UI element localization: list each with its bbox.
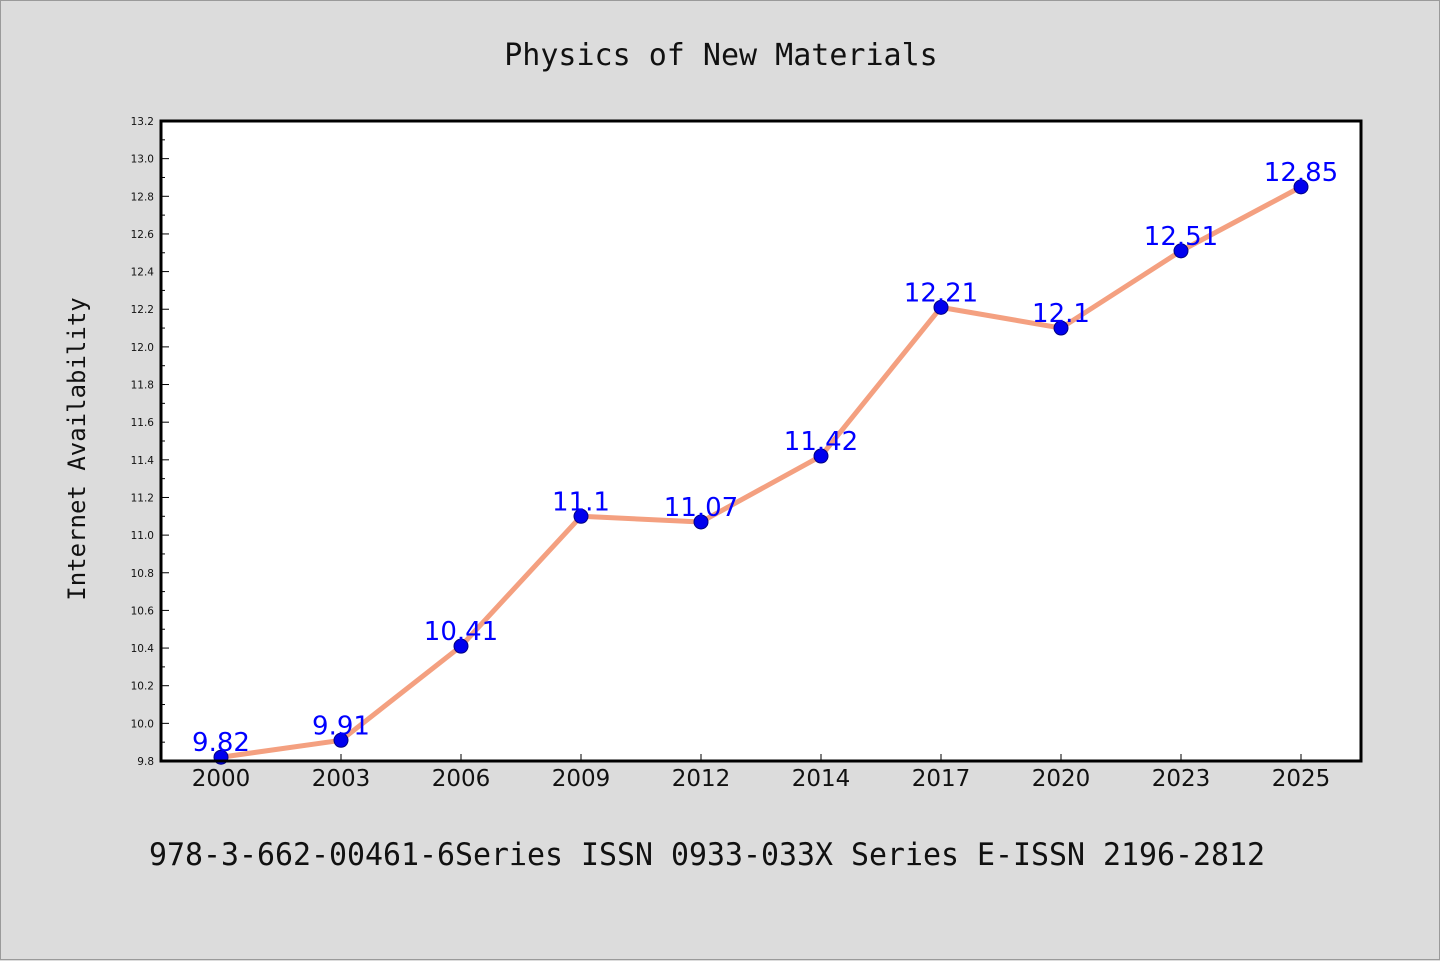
y-tick-label: 11.4 xyxy=(131,455,155,467)
data-point xyxy=(573,508,589,524)
data-label: 9.82 xyxy=(192,728,250,758)
x-tick-label: 2025 xyxy=(1272,766,1331,792)
data-label: 12.51 xyxy=(1144,222,1218,252)
data-point xyxy=(693,514,709,530)
x-tick-label: 2020 xyxy=(1032,766,1091,792)
y-tick-label: 10.0 xyxy=(131,718,154,730)
x-tick-label: 2006 xyxy=(432,766,491,792)
y-tick-label: 11.8 xyxy=(131,380,154,392)
data-label: 11.1 xyxy=(552,487,610,517)
data-label: 12.21 xyxy=(904,278,978,308)
chart-title: Physics of New Materials xyxy=(504,38,937,73)
data-point xyxy=(1053,320,1069,336)
y-tick-label: 12.2 xyxy=(131,304,154,316)
y-tick-label: 12.6 xyxy=(131,229,155,241)
series-line xyxy=(218,184,1304,760)
data-label: 12.1 xyxy=(1032,299,1090,329)
y-tick-label: 10.6 xyxy=(131,605,155,617)
data-point xyxy=(813,448,829,464)
data-label: 12.85 xyxy=(1264,158,1338,188)
x-tick-label: 2017 xyxy=(912,766,971,792)
y-tick-label: 11.6 xyxy=(131,417,155,429)
y-axis-label: Internet Availability xyxy=(63,297,91,600)
y-tick-label: 9.8 xyxy=(137,756,154,768)
y-tick-label: 13.0 xyxy=(131,154,154,166)
plot-area xyxy=(161,121,1361,761)
plot-border xyxy=(159,119,1363,763)
y-tick-label: 10.8 xyxy=(131,568,154,580)
data-label: 11.42 xyxy=(784,427,858,457)
y-tick-label: 10.2 xyxy=(131,681,154,693)
data-label: 10.41 xyxy=(424,617,498,647)
y-tick-label: 11.0 xyxy=(131,530,154,542)
data-label: 9.91 xyxy=(312,711,370,741)
x-tick-label: 2023 xyxy=(1152,766,1211,792)
x-tick-label: 2009 xyxy=(552,766,611,792)
data-point xyxy=(1173,243,1189,259)
data-point xyxy=(453,638,469,654)
y-axis: 9.8 10.0 10.2 10.4 10.6 10.8 11.0 11.2 11.4 11.6 1… xyxy=(131,116,169,768)
x-tick-label: 2012 xyxy=(672,766,731,792)
data-point xyxy=(1293,179,1309,195)
x-tick-label: 2014 xyxy=(792,766,851,792)
data-point xyxy=(933,299,949,315)
y-tick-label: 12.8 xyxy=(131,191,154,203)
data-point xyxy=(333,732,349,748)
footer-text: 978-3-662-00461-6Series ISSN 0933-033X S… xyxy=(149,837,1265,873)
x-tick-label: 2000 xyxy=(192,766,251,792)
y-tick-label: 12.0 xyxy=(131,342,154,354)
y-tick-label: 11.2 xyxy=(131,492,154,504)
x-tick-label: 2003 xyxy=(312,766,371,792)
series-line-group: 9.82 9.91 10.41 11.1 11.07 11.42 12.21 12.1 12.5… xyxy=(192,158,1338,765)
y-tick-label: 13.2 xyxy=(131,116,154,128)
y-tick-label: 10.4 xyxy=(131,643,155,655)
y-tick-label: 12.4 xyxy=(131,267,155,279)
data-label: 11.07 xyxy=(664,493,738,523)
x-axis: 2000 2003 2006 2009 2012 2014 2017 2020 2023 2025 xyxy=(192,754,1331,792)
